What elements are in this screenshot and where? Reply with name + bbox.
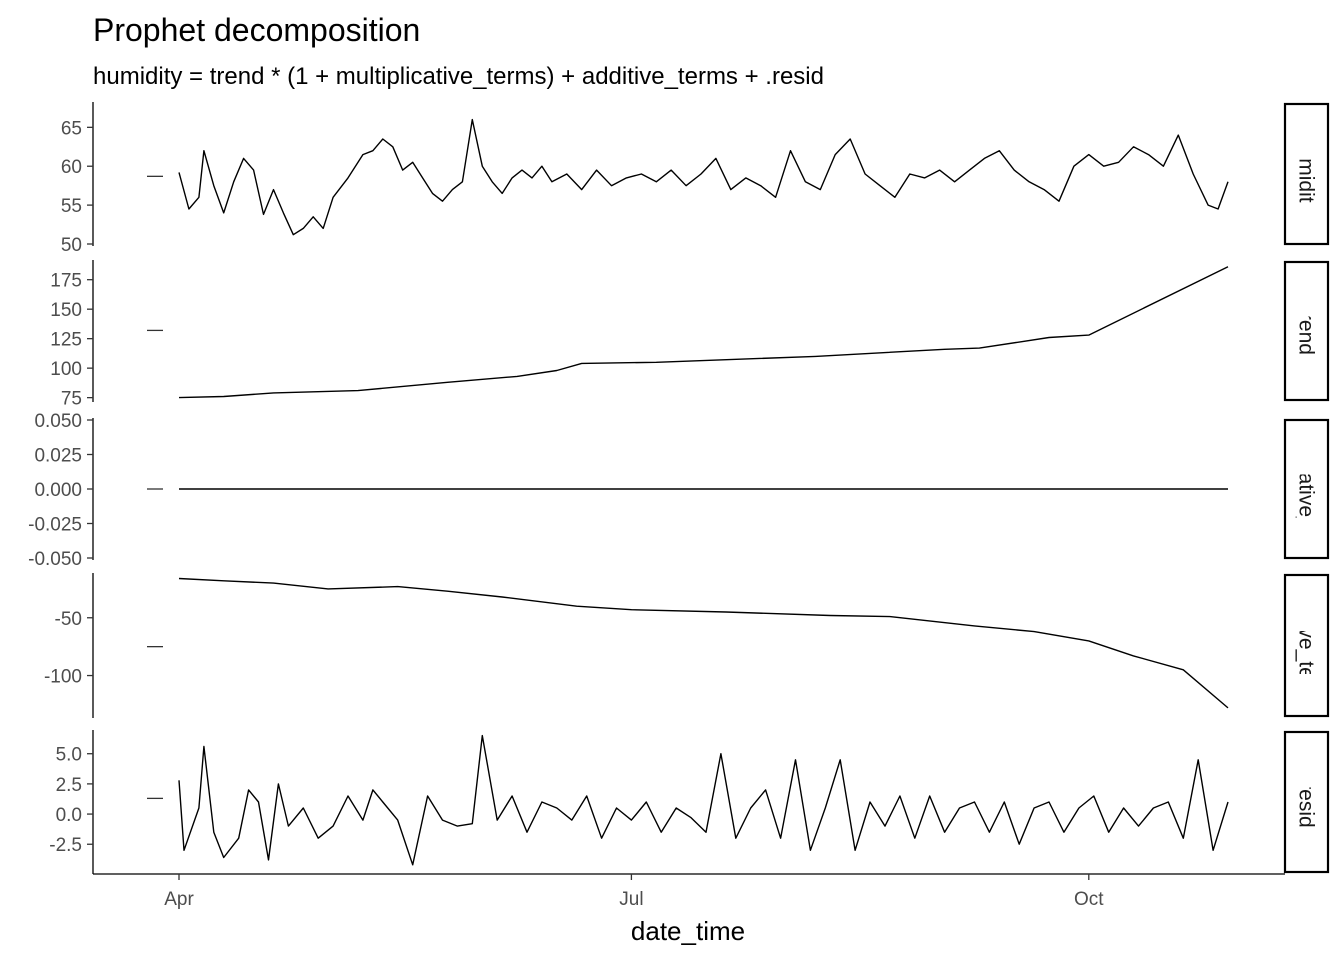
x-axis-title: date_time [631, 916, 745, 946]
y-tick-label: 0.0 [56, 805, 82, 826]
y-tick-label: 5.0 [56, 745, 82, 766]
y-tick-label: 125 [50, 330, 82, 351]
series-line-humidity [178, 118, 1229, 236]
chart-subtitle: humidity = trend * (1 + multiplicative_t… [93, 63, 824, 90]
series-line-additive_terms [178, 577, 1229, 709]
strip-label: trend [1295, 307, 1318, 355]
strip-label: multiplicative_terms [1295, 397, 1318, 581]
y-tick-label: 175 [50, 271, 82, 292]
x-tick-label: Apr [164, 889, 194, 910]
strip-box [1283, 260, 1330, 402]
x-tick-label: Oct [1074, 889, 1104, 910]
facet-trend: 75 100 125 150 175 trend [50, 260, 1330, 410]
y-tick-label: -2.5 [49, 835, 82, 856]
strip-label: humidity [1295, 135, 1318, 214]
y-tick-label: 0.025 [34, 446, 82, 467]
chart-title: Prophet decomposition [93, 12, 420, 48]
y-tick-label: 75 [61, 389, 82, 410]
facet-panels: 50 55 60 65 humidity 75 100 125 150 175 trend -0.05… [28, 102, 1330, 874]
y-tick-label: 0.050 [34, 411, 82, 432]
strip-box [1283, 102, 1330, 246]
y-tick-label: -0.025 [28, 515, 82, 536]
y-tick-label: 50 [61, 235, 82, 256]
strip-box [1283, 730, 1330, 874]
y-tick-label: 0.000 [34, 480, 82, 501]
y-tick-label: -0.050 [28, 549, 82, 570]
y-tick-label: 100 [50, 359, 82, 380]
series-line-trend [178, 266, 1229, 399]
facet-resid: -2.5 0.0 2.5 5.0 .resid [49, 730, 1330, 874]
strip-label: .resid [1295, 776, 1318, 827]
strip-box [1283, 418, 1330, 560]
series-line-resid [178, 734, 1229, 866]
strip-box [1283, 573, 1330, 718]
facet-multiplicative-terms: -0.050 -0.025 0.000 0.025 0.050 multiplicativ… [28, 397, 1330, 581]
y-tick-label: 65 [61, 118, 82, 139]
facet-humidity: 50 55 60 65 humidity [61, 102, 1330, 256]
strip-label: additive_terms [1295, 577, 1318, 714]
y-tick-label: 150 [50, 300, 82, 321]
y-tick-label: -50 [55, 609, 82, 630]
y-tick-label: -100 [44, 667, 82, 688]
y-tick-label: 55 [61, 196, 82, 217]
y-tick-label: 60 [61, 157, 82, 178]
y-tick-label: 2.5 [56, 775, 82, 796]
x-tick-label: Jul [619, 889, 643, 910]
x-axis: Apr Jul Oct [93, 873, 1285, 910]
facet-additive-terms: -100 -50 additive_terms [44, 573, 1330, 718]
